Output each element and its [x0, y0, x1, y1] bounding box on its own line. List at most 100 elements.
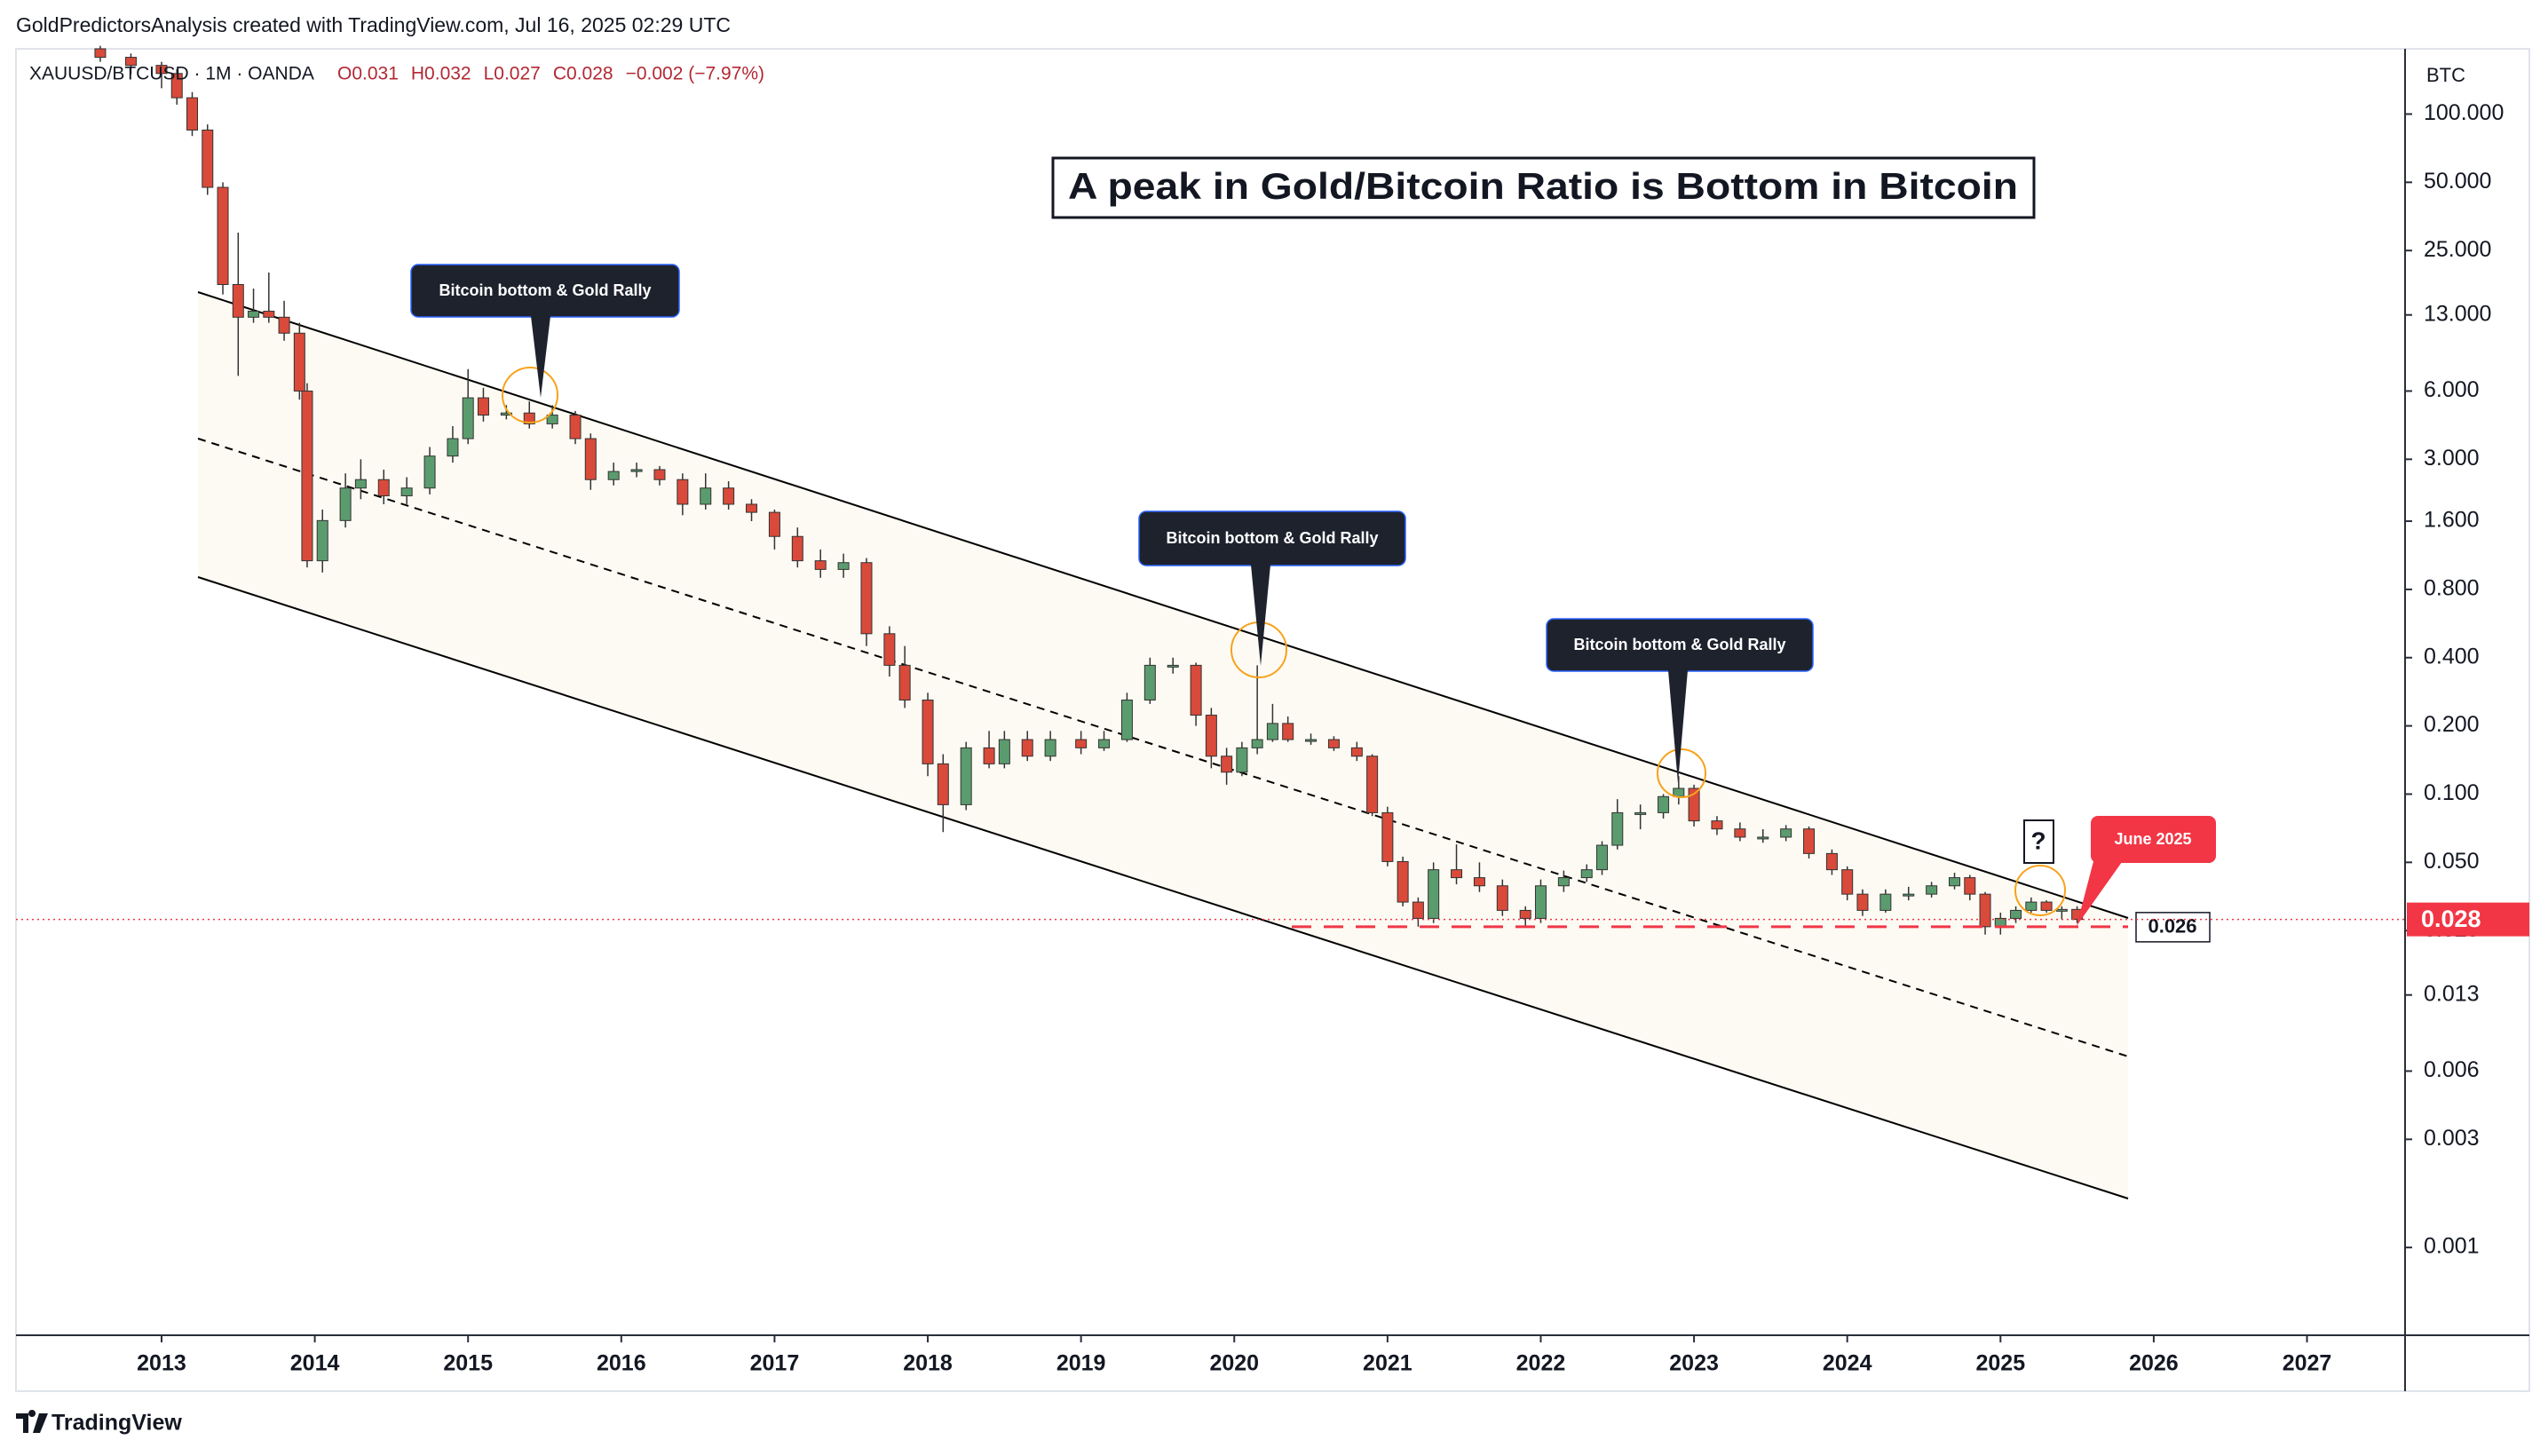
legend-value: H0.032 [411, 64, 471, 84]
callout-pointer [531, 316, 550, 398]
candle-body [2055, 908, 2068, 912]
candle-body [1350, 747, 1363, 757]
candle-body [2025, 901, 2038, 911]
candle-body [1098, 739, 1111, 748]
legend-value: L0.027 [484, 64, 541, 84]
candle-body [1021, 739, 1033, 757]
symbol: XAUUSD/BTCUSD · 1M · OANDA [29, 64, 314, 84]
candle-body [791, 535, 803, 562]
callout-pointer [2077, 848, 2122, 926]
candle-body [1251, 739, 1263, 748]
candle-body [677, 479, 689, 505]
candle-body [263, 311, 275, 318]
candle-body [447, 438, 459, 457]
candle-body [1381, 811, 1394, 862]
candle-body [746, 503, 758, 513]
x-tick-label: 2016 [597, 1351, 646, 1376]
candle-body [217, 186, 229, 285]
candle-body [301, 390, 313, 562]
candle-body [960, 747, 972, 805]
candle-body [1428, 869, 1440, 919]
y-tick-label: 13.000 [2424, 301, 2491, 326]
candle-body [1580, 869, 1593, 879]
channel-fill [198, 292, 2128, 1199]
footer: TradingView [16, 1410, 182, 1436]
candle-body [94, 48, 107, 59]
candle-body [316, 519, 328, 562]
legend-value: C0.028 [553, 64, 613, 84]
channel-upper [197, 291, 2129, 919]
candle-body [723, 487, 735, 505]
footer-text: TradingView [51, 1411, 182, 1436]
candle-body [1903, 893, 1915, 897]
candle-body [1879, 893, 1892, 911]
candle-body [898, 664, 911, 701]
candle-body [278, 316, 290, 334]
candle-body [1825, 852, 1838, 871]
title-box [1051, 156, 2036, 219]
x-tick-label: 2019 [1056, 1351, 1106, 1376]
y-tick-label: 6.000 [2424, 377, 2480, 402]
candle-body [339, 487, 352, 521]
x-tick-label: 2014 [290, 1351, 340, 1376]
y-tick-label: 0.050 [2424, 849, 2480, 874]
candle-body [1075, 739, 1088, 748]
candle-body [768, 511, 780, 537]
y-tick-label: 0.006 [2424, 1057, 2480, 1082]
candle-body [1167, 664, 1179, 668]
candle-body [1673, 787, 1685, 797]
candle-body [1044, 739, 1056, 757]
callout-box [1138, 510, 1406, 566]
last-price-box [2407, 902, 2529, 937]
annotations: Bitcoin bottom & Gold Rally Bitcoin bott… [16, 156, 2529, 943]
candle-body [1757, 836, 1769, 840]
candle-body [1534, 885, 1547, 919]
candle-body [186, 97, 199, 131]
candle-body [2010, 909, 2022, 919]
candle-body [1143, 664, 1156, 701]
candle-body [1266, 723, 1278, 740]
candle-body [155, 65, 168, 75]
y-tick-label: 0.800 [2424, 575, 2480, 600]
candle-body [1327, 739, 1340, 748]
chart-title: A peak in Gold/Bitcoin Ratio is Bottom i… [1068, 165, 2018, 207]
candle-body [630, 469, 643, 472]
x-tick-label: 2021 [1363, 1351, 1412, 1376]
candle-body [462, 397, 474, 439]
candle-body [569, 415, 582, 439]
candle-body [1366, 756, 1379, 813]
candle-body [983, 747, 995, 764]
candle-body [1282, 723, 1294, 740]
x-tick-label: 2024 [1823, 1351, 1872, 1376]
callout-text: June 2025 [2114, 830, 2191, 848]
candle-body [1236, 747, 1248, 773]
channel [197, 291, 2129, 1199]
candle-body [998, 739, 1010, 764]
candle-body [1780, 828, 1792, 838]
candle-body [248, 311, 260, 318]
callout: Bitcoin bottom & Gold Rally [410, 264, 680, 398]
candle-body [1451, 869, 1463, 879]
candle-body [1949, 877, 1961, 887]
y-tick-label: 0.013 [2424, 981, 2480, 1006]
y-tick-label: 25.000 [2424, 237, 2491, 262]
callout-text: Bitcoin bottom & Gold Rally [1574, 636, 1786, 653]
candle-body [2040, 901, 2053, 911]
candle-body [1557, 877, 1570, 887]
question-text: ? [2030, 827, 2046, 854]
highlight-circle [2014, 865, 2066, 916]
candle-body [1120, 700, 1133, 740]
june-callout: June 2025 [2077, 816, 2216, 926]
ohlc-legend: O0.031 H0.032 L0.027 C0.028 −0.002 (−7.97%) [337, 64, 764, 84]
candle-body [423, 455, 436, 489]
callout: Bitcoin bottom & Gold Rally [1138, 510, 1406, 666]
callout-text: Bitcoin bottom & Gold Rally [1167, 529, 1379, 547]
candle-body [1305, 739, 1318, 742]
support-label-box [2135, 912, 2211, 943]
legend-value: O0.031 [337, 64, 399, 84]
candle-body [1473, 877, 1485, 887]
x-tick-label: 2020 [1209, 1351, 1259, 1376]
x-tick-label: 2022 [1516, 1351, 1566, 1376]
candle-body [584, 438, 597, 480]
